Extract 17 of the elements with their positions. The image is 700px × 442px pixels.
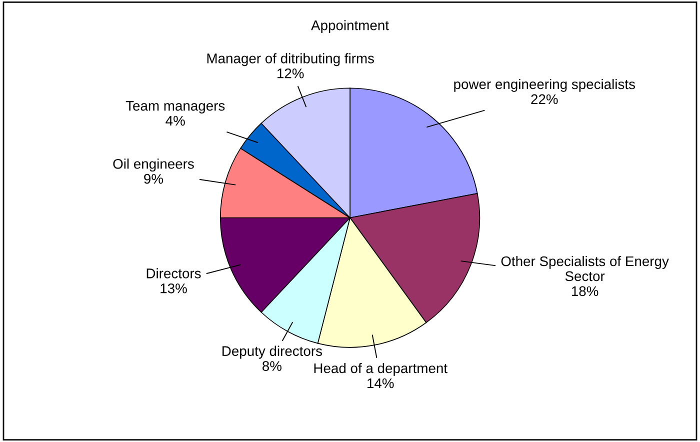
data-label: 13%: [160, 283, 187, 294]
data-label: 14%: [368, 378, 394, 388]
slice-label: Directors: [146, 268, 201, 278]
slice-label: Deputy directors: [222, 346, 322, 359]
chart-title: Appointment: [311, 20, 389, 33]
data-label: 9%: [144, 174, 164, 184]
slice-label: Manager of ditributing firms: [207, 53, 374, 66]
slice-label: Oil engineers: [113, 158, 194, 172]
data-label: 8%: [262, 361, 282, 371]
data-label: 22%: [531, 94, 558, 104]
slice-label: Other Specialists of Energy Sector: [501, 256, 669, 282]
data-label: 4%: [166, 116, 185, 126]
slice-label: Team managers: [126, 101, 225, 114]
slice-label: Head of a department: [314, 362, 448, 376]
slice-label: power engineering specialists: [454, 78, 635, 92]
data-label: 12%: [278, 68, 304, 78]
data-label: 18%: [572, 286, 598, 296]
